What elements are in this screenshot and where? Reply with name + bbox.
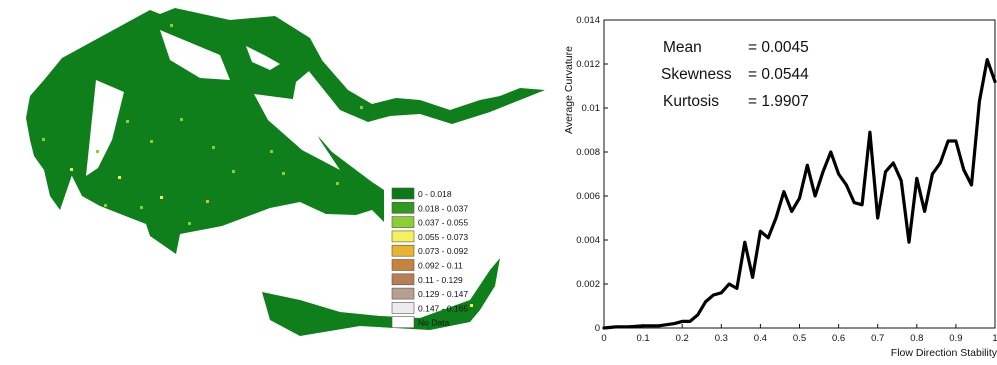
y-tick-label: 0 bbox=[595, 323, 600, 334]
y-tick-label: 0.006 bbox=[576, 191, 600, 202]
legend-label: 0.055 - 0.073 bbox=[418, 232, 468, 242]
legend-swatch bbox=[392, 288, 414, 299]
x-tick-label: 0.8 bbox=[910, 333, 923, 344]
legend-label: 0.129 - 0.147 bbox=[418, 289, 468, 299]
stat-value: = 0.0045 bbox=[748, 39, 809, 56]
legend-swatch bbox=[392, 202, 414, 213]
legend-label: 0.092 - 0.11 bbox=[418, 261, 463, 271]
x-tick-label: 0.1 bbox=[636, 333, 649, 344]
x-tick-label: 0.3 bbox=[715, 333, 728, 344]
x-tick-label: 0.9 bbox=[949, 333, 962, 344]
legend-label: 0.037 - 0.055 bbox=[418, 218, 468, 228]
legend-label: 0.147 - 0.165 bbox=[418, 303, 468, 313]
stat-value: = 1.9907 bbox=[748, 93, 809, 110]
x-tick-label: 0.2 bbox=[676, 333, 689, 344]
x-tick-label: 0.6 bbox=[832, 333, 845, 344]
stat-label: Kurtosis bbox=[663, 93, 719, 110]
curvature-map-panel: 0 - 0.018 0.018 - 0.037 0.037 - 0.055 0.055… bbox=[0, 0, 560, 360]
x-axis-label: Flow Direction Stability bbox=[891, 347, 997, 359]
y-tick-label: 0.014 bbox=[576, 15, 600, 26]
y-axis-label: Average Curvature bbox=[563, 46, 575, 134]
x-tick-label: 0 bbox=[601, 333, 606, 344]
legend-label: 0.018 - 0.037 bbox=[418, 203, 468, 213]
y-tick-label: 0.004 bbox=[576, 235, 600, 246]
legend-swatch bbox=[392, 231, 414, 242]
line-chart: 0 0.1 0.2 0.3 0.4 0.5 0.6 0.7 0.8 0.9 1 0 0.002 0.00… bbox=[555, 0, 997, 360]
map-legend: 0 - 0.018 0.018 - 0.037 0.037 - 0.055 0.055… bbox=[392, 188, 468, 328]
legend-swatch bbox=[392, 302, 414, 313]
x-tick-label: 0.4 bbox=[754, 333, 767, 344]
legend-swatch bbox=[392, 245, 414, 256]
legend-swatch bbox=[392, 188, 414, 199]
y-axis-ticks: 0 0.002 0.004 0.006 0.008 0.01 0.012 0.014 bbox=[576, 15, 608, 334]
y-tick-label: 0.01 bbox=[582, 103, 601, 114]
x-tick-label: 0.5 bbox=[793, 333, 806, 344]
stat-value: = 0.0544 bbox=[748, 66, 809, 83]
legend-label: No Data bbox=[418, 318, 449, 328]
y-tick-label: 0.008 bbox=[576, 147, 600, 158]
legend-label: 0.073 - 0.092 bbox=[418, 246, 468, 256]
legend-swatch bbox=[392, 260, 414, 271]
x-tick-label: 1 bbox=[992, 333, 997, 344]
stats-annotations: Mean = 0.0045 Skewness = 0.0544 Kurtosis = 1.… bbox=[661, 39, 809, 110]
map-right-arm bbox=[300, 58, 545, 124]
legend-label: 0.11 - 0.129 bbox=[418, 275, 463, 285]
y-tick-label: 0.002 bbox=[576, 279, 600, 290]
curvature-map: 0 - 0.018 0.018 - 0.037 0.037 - 0.055 0.055… bbox=[0, 0, 560, 360]
stat-label: Mean bbox=[663, 39, 702, 56]
stat-label: Skewness bbox=[661, 66, 732, 83]
legend-swatch bbox=[392, 217, 414, 228]
legend-label: 0 - 0.018 bbox=[418, 189, 452, 199]
x-tick-label: 0.7 bbox=[871, 333, 884, 344]
line-chart-panel: 0 0.1 0.2 0.3 0.4 0.5 0.6 0.7 0.8 0.9 1 0 0.002 0.00… bbox=[555, 0, 997, 360]
legend-swatch bbox=[392, 317, 414, 328]
y-tick-label: 0.012 bbox=[576, 59, 600, 70]
legend-swatch bbox=[392, 274, 414, 285]
